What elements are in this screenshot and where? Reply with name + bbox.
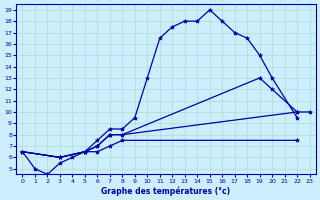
- X-axis label: Graphe des températures (°c): Graphe des températures (°c): [101, 186, 231, 196]
